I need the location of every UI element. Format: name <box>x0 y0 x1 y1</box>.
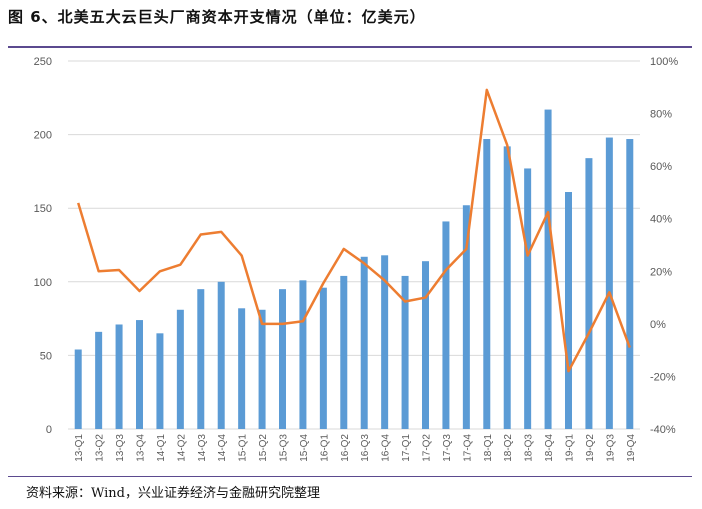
x-tick-label: 17-Q3 <box>442 434 453 462</box>
right-tick-label: 40% <box>650 214 672 226</box>
x-tick-label: 18-Q2 <box>503 434 514 462</box>
bar <box>605 137 613 429</box>
bar <box>401 275 409 429</box>
title-divider <box>8 46 692 48</box>
right-tick-label: 60% <box>650 161 672 173</box>
source-note: 资料来源：Wind，兴业证券经济与金融研究院整理 <box>26 486 320 501</box>
x-tick-label: 14-Q4 <box>217 434 228 462</box>
bar <box>136 320 143 429</box>
chart: 0 50 100 150 200 250 -40% -20% 0% 20% 40% 60% 80% 100… <box>34 56 679 462</box>
x-tick-label: 19-Q3 <box>605 434 616 462</box>
right-tick-label: 0% <box>650 319 666 331</box>
left-tick-label: 250 <box>34 56 52 68</box>
right-tick-label: 80% <box>650 109 672 121</box>
x-tick-label: 14-Q1 <box>156 434 167 462</box>
left-tick-label: 200 <box>34 130 52 142</box>
bar <box>258 309 266 429</box>
left-tick-label: 50 <box>40 350 52 362</box>
x-tick-label: 14-Q3 <box>197 434 208 462</box>
x-tick-label: 17-Q2 <box>422 434 433 462</box>
x-tick-label: 16-Q4 <box>381 434 392 462</box>
x-tick-label: 15-Q4 <box>299 434 310 462</box>
x-tick-label: 13-Q2 <box>95 434 106 462</box>
chart-title: 图 6、北美五大云巨头厂商资本开支情况（单位：亿美元） <box>8 8 426 26</box>
x-tick-label: 13-Q4 <box>136 434 147 462</box>
x-tick-label: 19-Q1 <box>565 434 576 462</box>
bar <box>442 221 450 429</box>
x-tick-label: 13-Q3 <box>115 434 126 462</box>
bar <box>585 158 593 430</box>
bar <box>544 109 552 430</box>
bar <box>238 308 246 429</box>
bar <box>503 146 511 429</box>
bar <box>340 275 348 429</box>
right-tick-label: 100% <box>650 56 678 68</box>
x-tick-label: 16-Q2 <box>340 434 351 462</box>
x-tick-label: 19-Q2 <box>585 434 596 462</box>
bar <box>74 349 82 429</box>
bar <box>483 139 491 430</box>
x-tick-label: 15-Q2 <box>258 434 269 462</box>
bar <box>422 261 429 429</box>
right-tick-label: -40% <box>650 424 676 436</box>
x-tick-label: 16-Q3 <box>360 434 371 462</box>
left-tick-label: 100 <box>34 277 52 289</box>
bar <box>360 256 368 429</box>
x-tick-label: 16-Q1 <box>319 434 330 462</box>
bar <box>462 205 470 429</box>
bar <box>279 289 286 429</box>
bar <box>115 324 123 429</box>
right-tick-label: -20% <box>650 371 676 383</box>
bar <box>524 168 532 429</box>
left-tick-label: 150 <box>34 203 52 215</box>
x-tick-label: 18-Q3 <box>524 434 535 462</box>
x-tick-label: 19-Q4 <box>626 434 637 462</box>
bar <box>95 331 103 429</box>
source-divider <box>8 476 692 477</box>
bar <box>381 255 389 429</box>
x-tick-label: 18-Q1 <box>483 434 494 462</box>
x-tick-label: 13-Q1 <box>74 434 85 462</box>
left-tick-label: 0 <box>46 424 52 436</box>
bar <box>197 289 205 429</box>
bar <box>626 139 634 430</box>
x-tick-label: 17-Q4 <box>462 434 473 462</box>
right-tick-label: 20% <box>650 266 672 278</box>
bar <box>565 192 572 429</box>
x-tick-label: 15-Q1 <box>238 434 249 462</box>
x-tick-label: 15-Q3 <box>279 434 290 462</box>
bar <box>299 280 307 429</box>
bar <box>217 281 225 429</box>
bar <box>319 287 327 429</box>
x-tick-label: 17-Q1 <box>401 434 412 462</box>
x-tick-label: 18-Q4 <box>544 434 555 462</box>
bar <box>156 333 164 429</box>
growth-line <box>77 88 631 373</box>
x-tick-label: 14-Q2 <box>176 434 187 462</box>
bar <box>176 309 184 429</box>
